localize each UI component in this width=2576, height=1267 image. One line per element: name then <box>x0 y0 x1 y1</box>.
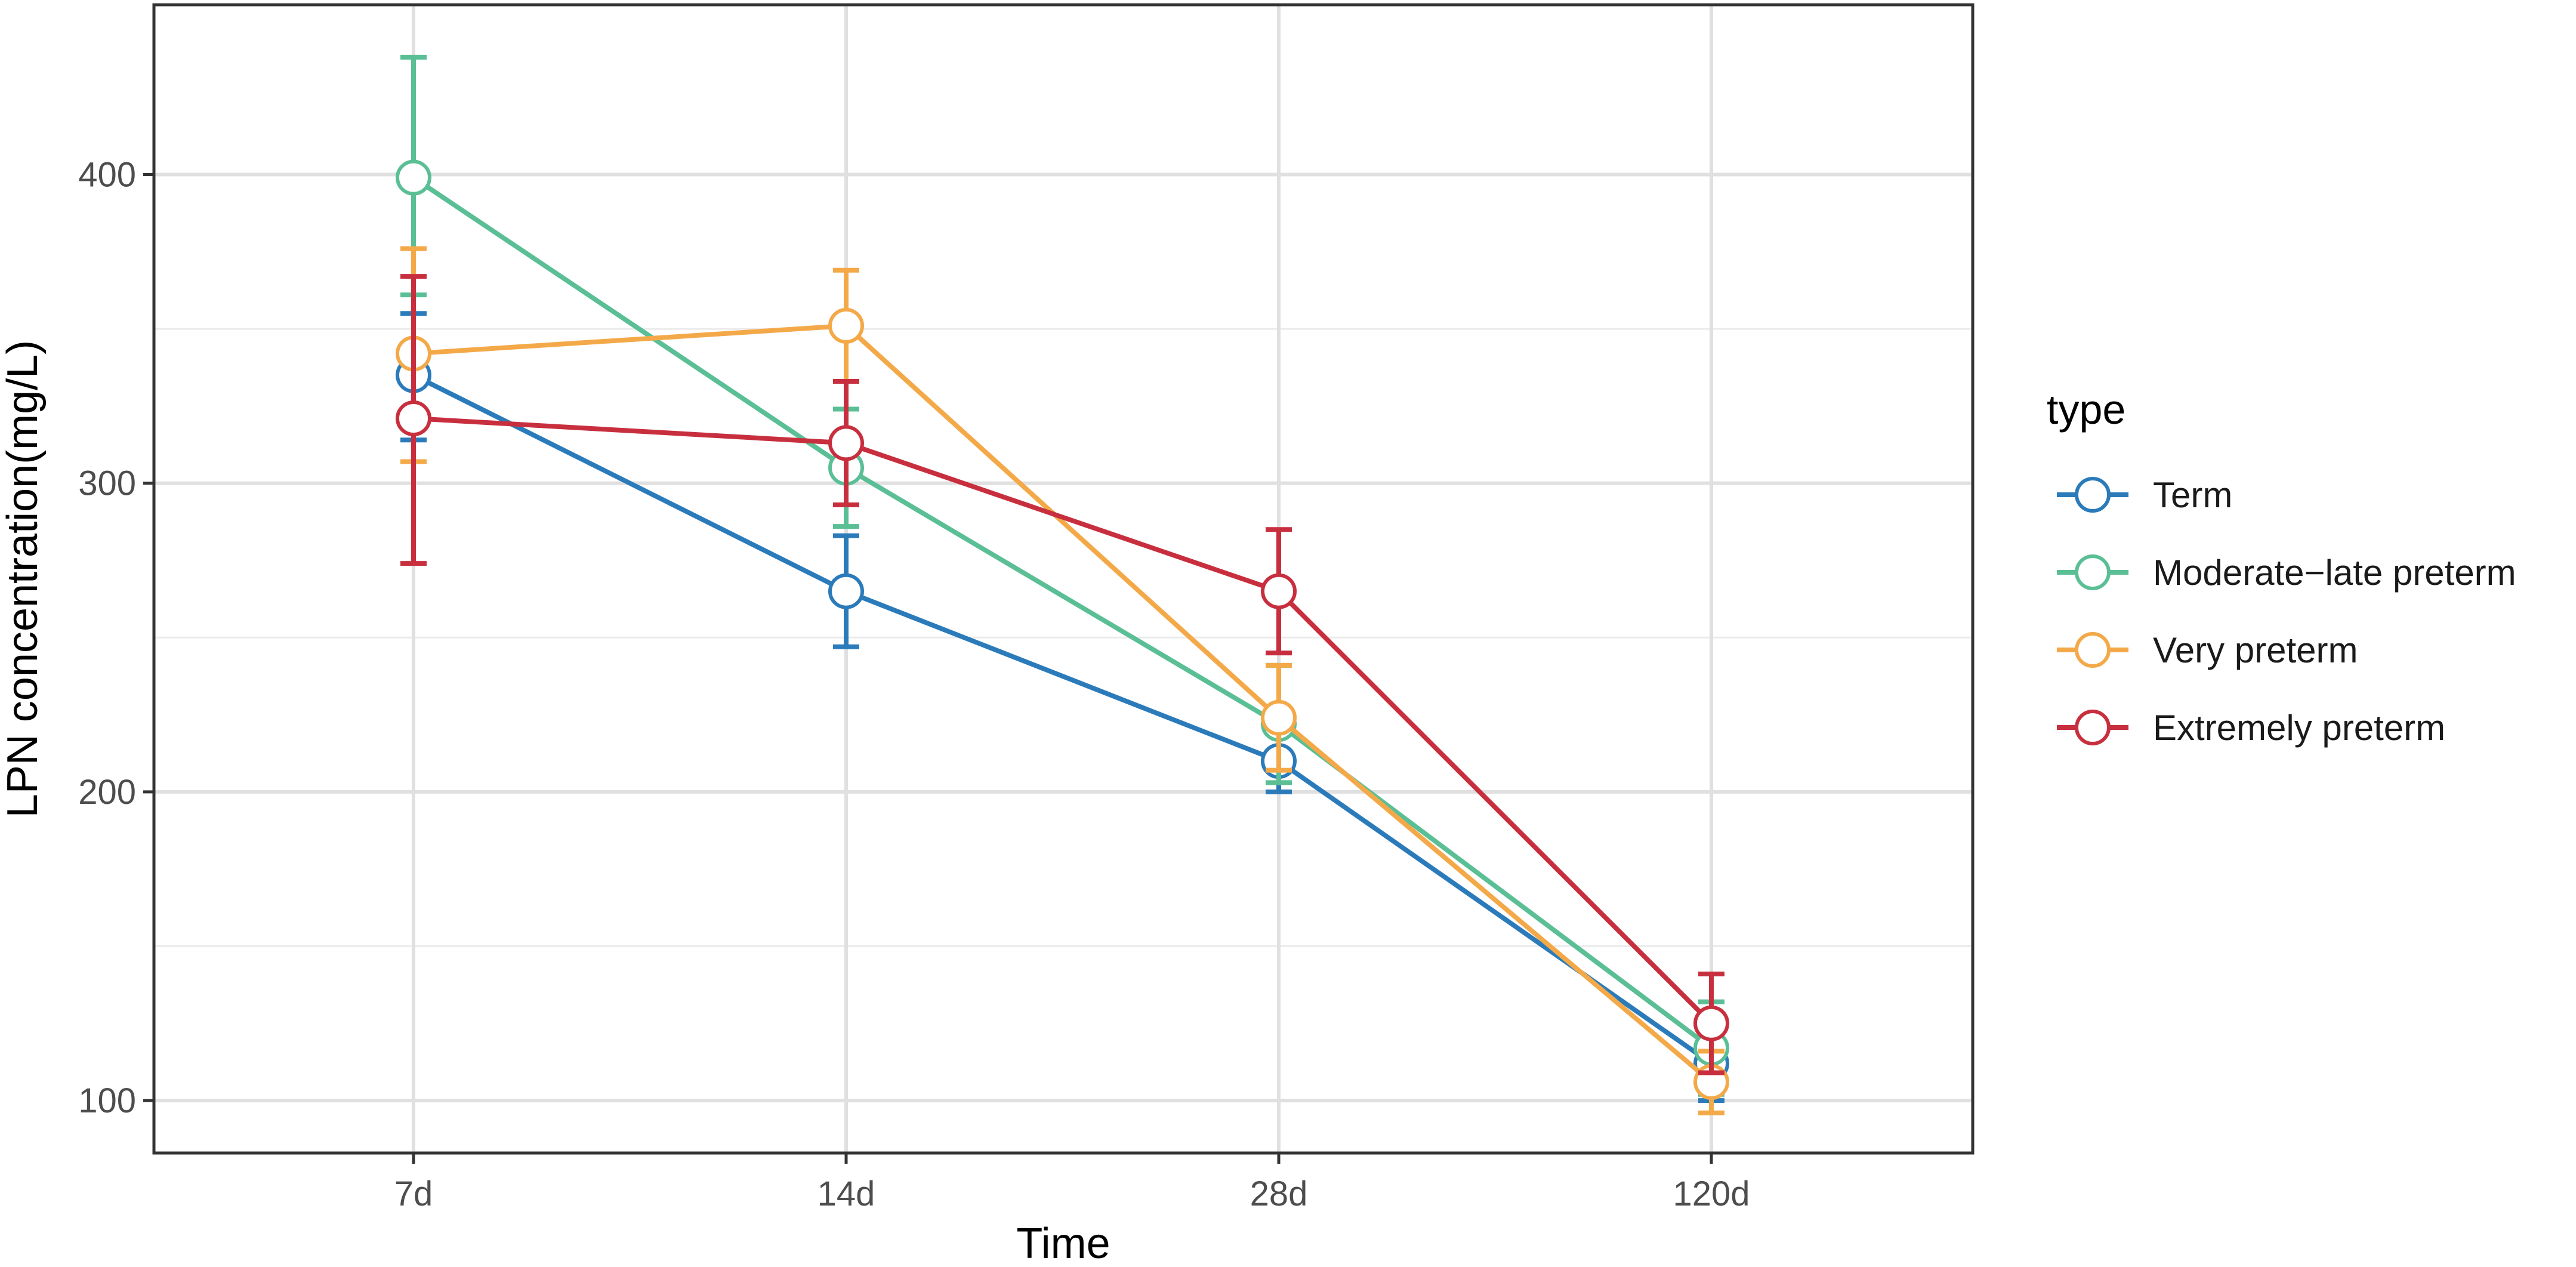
x-axis-title: Time <box>1016 1220 1110 1267</box>
legend-key-point <box>2075 554 2111 590</box>
series-line <box>412 175 1713 1050</box>
legend-item: Term <box>2057 475 2232 515</box>
panel-border <box>152 3 1975 1155</box>
axes: 100 200 300 400 7d 14d 28d 120d <box>78 155 1750 1213</box>
series-line <box>412 373 1713 1066</box>
legend: type Term Moderate−late preterm Very prete… <box>2047 386 2516 748</box>
legend-key-point <box>2075 477 2111 513</box>
legend-key-point <box>2075 632 2111 668</box>
y-tick-label: 100 <box>78 1081 136 1120</box>
legend-title: type <box>2047 386 2125 433</box>
data-point <box>1261 573 1297 609</box>
y-axis-title: LPN concentration(mg/L) <box>0 340 47 818</box>
data-point <box>396 400 431 437</box>
x-tick-label: 28d <box>1250 1174 1308 1213</box>
data-point <box>828 425 864 461</box>
y-tick-label: 300 <box>78 464 136 503</box>
legend-label: Very preterm <box>2153 630 2358 670</box>
series-line <box>413 416 1713 1025</box>
series <box>396 274 1729 1075</box>
legend-item: Very preterm <box>2057 630 2358 670</box>
legend-label: Moderate−late preterm <box>2153 553 2516 593</box>
legend-item: Moderate−late preterm <box>2057 553 2516 593</box>
legend-key-point <box>2075 710 2111 745</box>
series-line <box>413 323 1713 1084</box>
data-point <box>396 159 431 196</box>
data-point <box>828 307 864 344</box>
y-tick-label: 400 <box>78 155 136 194</box>
x-tick-label: 14d <box>817 1174 875 1213</box>
x-tick-label: 7d <box>394 1174 433 1213</box>
x-tick-label: 120d <box>1673 1174 1750 1213</box>
legend-item: Extremely preterm <box>2057 708 2445 748</box>
y-tick-label: 200 <box>78 773 136 812</box>
series-layer <box>396 54 1729 1115</box>
legend-label: Extremely preterm <box>2153 708 2445 748</box>
data-point <box>1261 699 1297 736</box>
data-point <box>828 573 864 609</box>
data-point <box>1693 1005 1729 1041</box>
legend-label: Term <box>2153 475 2232 515</box>
